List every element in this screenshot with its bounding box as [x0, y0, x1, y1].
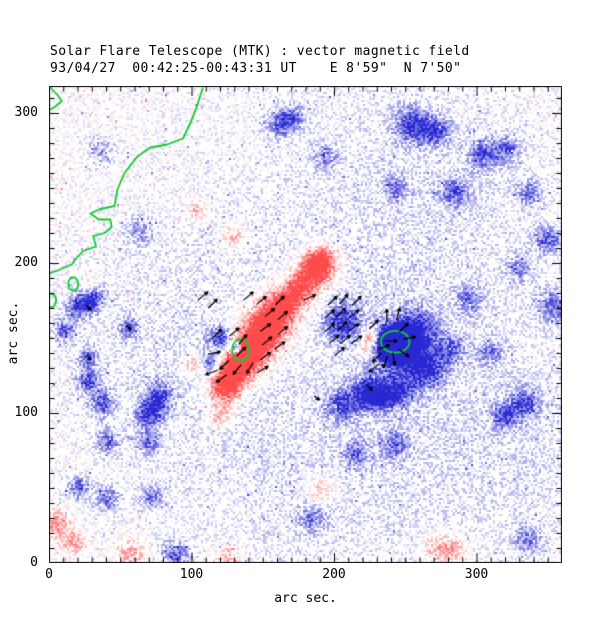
y-axis-label: arc sec.: [6, 301, 21, 365]
x-tick-label: 0: [45, 567, 53, 582]
y-tick-label: 0: [30, 555, 38, 570]
y-tick-label: 200: [14, 255, 38, 270]
y-tick-label: 100: [14, 405, 38, 420]
plot-title: Solar Flare Telescope (MTK) : vector mag…: [50, 44, 470, 59]
x-tick-label: 200: [322, 567, 346, 582]
x-axis-label: arc sec.: [274, 591, 337, 606]
plot-subtitle: 93/04/27 00:42:25-00:43:31 UT E 8'59" N …: [50, 61, 462, 76]
y-tick-label: 300: [14, 105, 38, 120]
plot-area: [49, 86, 562, 563]
x-tick-label: 100: [179, 567, 204, 582]
magnetogram-canvas: [49, 86, 562, 563]
x-tick-label: 300: [464, 567, 489, 582]
